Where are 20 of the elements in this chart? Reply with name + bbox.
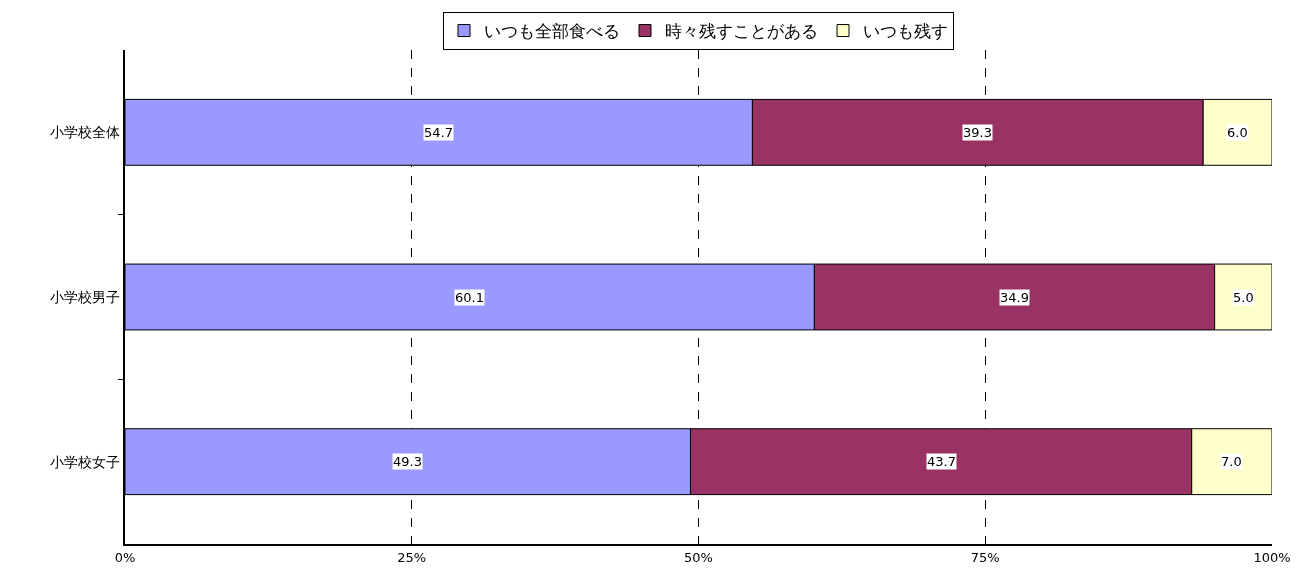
data-label: 43.7	[927, 454, 956, 469]
data-label: 60.1	[455, 290, 484, 305]
data-label: 49.3	[393, 454, 422, 469]
y-tick-label: 小学校男子	[50, 288, 121, 305]
data-label: 5.0	[1233, 290, 1254, 305]
data-label: 7.0	[1221, 454, 1242, 469]
y-tick-label: 小学校全体	[50, 124, 121, 141]
legend-label: 時々残すことがある	[665, 21, 818, 42]
legend-label: いつも残す	[863, 21, 948, 42]
legend-label: いつも全部食べる	[484, 21, 620, 42]
x-tick-label: 75%	[970, 549, 1000, 565]
x-tick-label: 100%	[1253, 549, 1291, 565]
data-label: 39.3	[963, 125, 992, 140]
data-label: 34.9	[1000, 290, 1029, 305]
x-tick-label: 0%	[114, 549, 136, 565]
data-label: 6.0	[1227, 125, 1248, 140]
x-tick-label: 25%	[397, 549, 427, 565]
data-label: 54.7	[424, 125, 453, 140]
x-tick-label: 50%	[684, 549, 713, 565]
y-tick-label: 小学校女子	[50, 453, 121, 470]
